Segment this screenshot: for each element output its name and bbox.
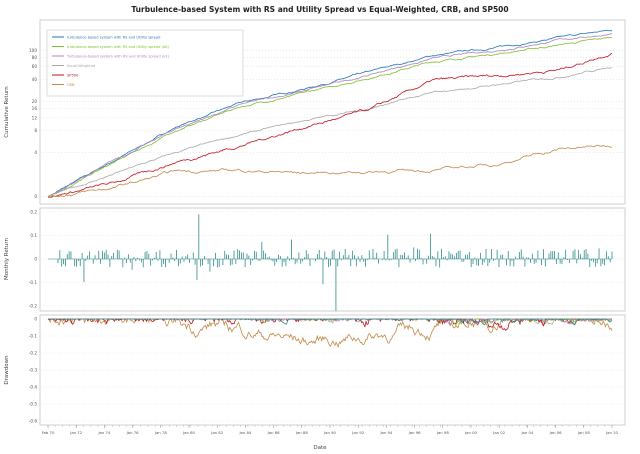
panel-drawdown: 0 -0.1 -0.2 -0.3 -0.4 -0.5 -0.6 Drawdown: [4, 314, 626, 426]
x-tick-label: Jan 06: [549, 430, 562, 435]
monthly-bars: [48, 214, 613, 311]
legend-label: turbulence-based system with RS and Util…: [67, 45, 170, 49]
y-tick-label: 100: [29, 48, 37, 53]
panel-cumulative-frame: [39, 19, 626, 205]
x-label: Date: [313, 445, 327, 451]
y-axis-cumulative: 0 4 8 12 16 20 40 60 80 100: [29, 48, 37, 199]
y-tick-label: 0: [34, 194, 37, 199]
drawdown-line: [48, 318, 613, 326]
y-axis-monthly: -0.2 -0.1 0 0.1 0.2: [29, 210, 38, 309]
x-tick-label: Jan 88: [295, 430, 308, 435]
y-tick-label: 0.1: [30, 233, 37, 238]
legend-label: Equal-Weighted: [67, 64, 95, 68]
legend-label: turbulence-based system with RS and Util…: [67, 36, 160, 40]
series-line: [47, 36, 613, 197]
x-tick-label: Jan 86: [267, 430, 280, 435]
y-label-drawdown: Drawdown: [4, 355, 10, 385]
x-tick-label: Jan 00: [464, 430, 477, 435]
x-tick-label: Jan 82: [210, 430, 223, 435]
y-tick-label: -0.2: [29, 351, 38, 356]
legend-label: SP500: [67, 74, 79, 78]
series-lines: [47, 29, 613, 198]
y-tick-label: -0.2: [29, 304, 38, 309]
x-tick-label: Feb 70: [42, 430, 55, 435]
y-tick-label: 40: [32, 77, 38, 82]
y-tick-label: -0.6: [29, 419, 38, 424]
y-tick-label: -0.3: [29, 368, 38, 373]
y-tick-label: -0.1: [29, 280, 38, 285]
x-tick-label: Jan 98: [436, 430, 449, 435]
drawdown-lines: [47, 317, 613, 348]
legend: turbulence-based system with RS and Util…: [46, 29, 244, 97]
y-tick-label: -0.1: [29, 334, 38, 339]
y-tick-label: 60: [32, 64, 38, 69]
legend-label: Turbulence-based system with RS and Util…: [66, 55, 170, 59]
y-tick-label: 16: [32, 106, 38, 111]
x-tick-label: Jan 80: [182, 430, 195, 435]
x-tick-label: Jan 96: [408, 430, 421, 435]
legend-box: [46, 29, 244, 97]
y-tick-label: 80: [32, 55, 38, 60]
panel-monthly: -0.2 -0.1 0 0.1 0.2 Monthly Return: [4, 207, 626, 312]
x-tick-label: Jan 76: [126, 430, 139, 435]
drawdown-line: [48, 317, 613, 348]
y-tick-label: -0.4: [29, 385, 38, 390]
y-tick-label: 8: [34, 128, 37, 133]
y-tick-label: 0: [34, 317, 37, 322]
y-tick-label: 0.2: [30, 210, 37, 215]
y-tick-label: 4: [34, 150, 37, 155]
panel-cumulative: 0 4 8 12 16 20 40 60 80 100 turbulence-based syst…: [4, 19, 626, 205]
x-tick-label: Jan 74: [97, 430, 110, 435]
panel-monthly-frame: [39, 207, 626, 312]
y-tick-label: 0: [34, 257, 37, 262]
x-axis: Feb 70 Jan 72 Jan 74 Jan 76 Jan 78 Jan 80 Jan …: [42, 425, 619, 435]
series-line: [47, 144, 613, 198]
x-tick-label: Jan 90: [323, 430, 336, 435]
series-line: [47, 33, 613, 198]
y-tick-label: 20: [32, 99, 38, 104]
y-axis-drawdown: 0 -0.1 -0.2 -0.3 -0.4 -0.5 -0.6: [29, 317, 38, 424]
x-tick-label: Jan 10: [605, 430, 618, 435]
x-tick-label: Jan 04: [520, 430, 533, 435]
series-line: [47, 52, 613, 198]
series-line: [47, 67, 613, 198]
chart-title: Turbulence-based System with RS and Util…: [131, 5, 508, 14]
x-tick-label: Jan 92: [351, 430, 364, 435]
x-tick-label: Jan 94: [379, 430, 392, 435]
y-tick-label: -0.5: [29, 402, 38, 407]
grid-drawdown: [40, 318, 625, 422]
x-tick-label: Jan 84: [238, 430, 251, 435]
legend-label: CRB: [67, 83, 75, 87]
x-tick-label: Jan 08: [577, 430, 590, 435]
x-tick-label: Jan 02: [492, 430, 505, 435]
x-tick-label: Jan 78: [154, 430, 167, 435]
y-label-monthly: Monthly Return: [4, 237, 10, 280]
y-label-cumulative: Cumulative Return: [4, 86, 10, 138]
y-tick-label: 12: [32, 115, 38, 120]
x-tick-label: Jan 72: [69, 430, 82, 435]
